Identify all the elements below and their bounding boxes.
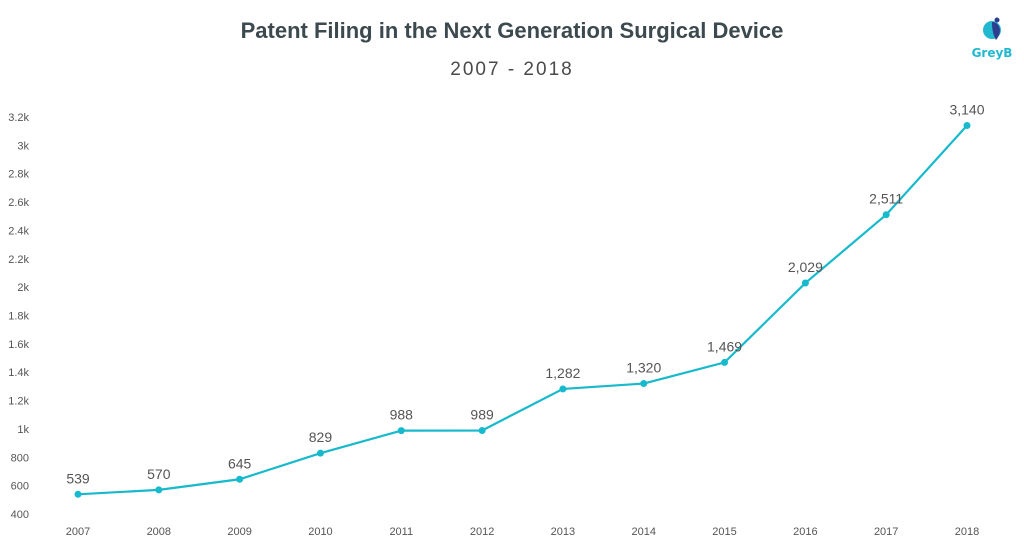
x-tick-label: 2013 <box>551 526 575 538</box>
y-tick-label: 3.2k <box>8 112 29 124</box>
logo-text: GreyB <box>971 46 1013 60</box>
y-tick-label: 600 <box>11 481 29 493</box>
x-tick-label: 2009 <box>227 526 251 538</box>
data-label: 3,140 <box>949 102 984 118</box>
y-tick-label: 3k <box>17 140 29 152</box>
data-label: 539 <box>66 470 90 486</box>
y-tick-label: 1k <box>17 424 29 436</box>
y-axis: 400 600 800 1k 1.2k 1.4k 1.6k 1.8k 2k 2.2k 2.4k 2.6… <box>8 112 29 521</box>
y-tick-label: 2.6k <box>8 197 29 209</box>
y-tick-label: 2.2k <box>8 254 29 266</box>
data-label: 645 <box>228 455 252 471</box>
data-point <box>963 122 971 130</box>
data-label: 989 <box>470 406 494 422</box>
y-tick-label: 2.4k <box>8 225 29 237</box>
x-axis: 2007 2008 2009 2010 2011 2012 2013 2014 2015 2016… <box>66 526 979 538</box>
x-tick-label: 2015 <box>712 526 736 538</box>
data-point <box>801 279 809 287</box>
data-label: 1,320 <box>626 360 661 376</box>
data-point <box>155 486 163 494</box>
data-point <box>478 426 486 434</box>
data-points <box>74 122 971 498</box>
data-label: 2,511 <box>869 191 903 207</box>
data-label: 1,469 <box>707 338 742 354</box>
series-line <box>77 124 968 496</box>
data-label: 570 <box>147 466 171 482</box>
data-point <box>397 427 405 435</box>
x-tick-label: 2010 <box>308 526 332 538</box>
greyb-logo-icon <box>970 10 1020 70</box>
x-tick-label: 2008 <box>147 526 171 538</box>
y-tick-label: 800 <box>11 452 29 464</box>
x-tick-label: 2014 <box>631 526 655 538</box>
x-tick-label: 2012 <box>470 526 494 538</box>
data-point <box>74 490 82 498</box>
x-tick-label: 2017 <box>874 526 898 538</box>
x-tick-label: 2007 <box>66 526 90 538</box>
chart-subtitle: 2007 - 2018 <box>450 59 574 80</box>
data-label: 2,029 <box>788 259 823 275</box>
y-tick-label: 400 <box>11 509 29 521</box>
data-point <box>316 449 324 457</box>
data-point <box>721 358 729 366</box>
data-point <box>559 385 567 393</box>
data-labels: 539 570 645 829 988 989 1,282 1,320 1,469 2,029 2,… <box>66 102 984 487</box>
y-tick-label: 2k <box>17 282 29 294</box>
y-tick-label: 1.4k <box>8 367 29 379</box>
y-tick-label: 1.6k <box>8 339 29 351</box>
y-tick-label: 1.8k <box>8 311 29 323</box>
x-tick-label: 2016 <box>793 526 817 538</box>
data-label: 1,282 <box>545 365 580 381</box>
data-point <box>882 211 890 219</box>
y-tick-label: 2.8k <box>8 169 29 181</box>
x-tick-label: 2011 <box>389 526 413 538</box>
chart-title: Patent Filing in the Next Generation Sur… <box>240 18 784 43</box>
data-label: 829 <box>309 429 333 445</box>
data-label: 988 <box>390 407 414 423</box>
data-point <box>236 475 244 483</box>
y-tick-label: 1.2k <box>8 396 29 408</box>
x-tick-label: 2018 <box>955 526 979 538</box>
data-point <box>640 380 648 388</box>
